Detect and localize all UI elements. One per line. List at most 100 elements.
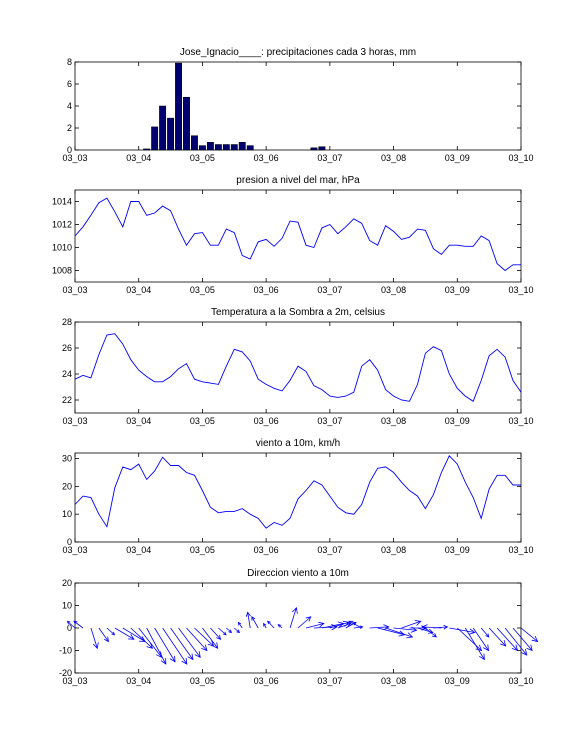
wind-arrow (504, 627, 528, 656)
bar (151, 126, 159, 151)
x-tick-label: 03_10 (508, 285, 533, 295)
x-tick-label: 03_10 (508, 545, 533, 555)
x-tick-label: 03_06 (254, 676, 279, 686)
wind-arrow (457, 627, 483, 652)
x-tick-label: 03_09 (445, 416, 470, 426)
x-tick-label: 03_08 (381, 676, 406, 686)
bar (238, 142, 246, 151)
wind-arrow (496, 627, 519, 652)
y-tick-label: 26 (62, 343, 72, 353)
x-tick-label: 03_06 (254, 545, 279, 555)
chart-title: Temperatura a la Sombra a 2m, celsius (211, 307, 385, 318)
wind-arrow (130, 627, 154, 649)
bar (214, 144, 222, 151)
axes-box (74, 321, 522, 414)
wind-arrow (488, 627, 507, 647)
bar (175, 62, 182, 151)
x-tick-label: 03_06 (254, 153, 279, 163)
wind-arrow (277, 624, 283, 629)
wind-arrow (421, 624, 442, 631)
chart-title: viento a 10m, km/h (256, 438, 340, 449)
x-tick-label: 03_09 (445, 676, 470, 686)
x-tick-label: 03_05 (190, 416, 215, 426)
y-tick-label: 10 (62, 601, 72, 611)
wind-arrow (263, 622, 267, 629)
chart-title: Direccion viento a 10m (247, 568, 349, 579)
y-tick-label: -20 (59, 668, 72, 678)
x-tick-label: 03_09 (445, 285, 470, 295)
y-tick-label: 24 (62, 369, 72, 379)
x-tick-label: 03_05 (190, 285, 215, 295)
wind-arrow (267, 620, 275, 629)
y-tick-label: 0 (67, 537, 72, 547)
y-tick-label: 30 (62, 454, 72, 464)
y-tick-label: 8 (67, 57, 72, 67)
chart-panel-3: Temperatura a la Sombra a 2m, celsius 22 2… (62, 307, 534, 426)
x-tick-label: 03_07 (317, 416, 342, 426)
x-tick-label: 03_07 (317, 676, 342, 686)
chart-panel-2: presion a nivel del mar, hPa 1008 1010 1012… (52, 175, 534, 295)
wind-arrow (512, 627, 533, 652)
y-tick-label: 0 (67, 623, 72, 633)
x-tick-label: 03_05 (190, 153, 215, 163)
axes-box (74, 452, 522, 543)
y-tick-label: 4 (67, 101, 72, 111)
wind-arrow (162, 627, 188, 665)
y-tick-label: 6 (67, 79, 72, 89)
x-tick-label: 03_03 (62, 416, 87, 426)
x-tick-label: 03_04 (126, 545, 151, 555)
wind-arrow (218, 627, 227, 636)
wind-arrow (146, 627, 167, 665)
x-tick-label: 03_09 (445, 545, 470, 555)
y-tick-label: 2 (67, 123, 72, 133)
x-tick-label: 03_04 (126, 416, 151, 426)
wind-arrow (520, 627, 539, 643)
bar (222, 144, 230, 151)
wind-arrow (98, 627, 109, 643)
x-tick-label: 03_08 (381, 545, 406, 555)
x-tick-label: 03_10 (508, 153, 533, 163)
wind-arrow (348, 620, 362, 629)
bar (167, 117, 175, 151)
wind-arrow (154, 627, 176, 663)
y-tick-label: 22 (62, 395, 72, 405)
wind-arrow (226, 627, 233, 634)
wind-arrow (449, 627, 476, 635)
y-tick-label: 28 (62, 317, 72, 327)
x-tick-label: 03_10 (508, 416, 533, 426)
x-tick-label: 03_10 (508, 676, 533, 686)
x-tick-label: 03_05 (190, 676, 215, 686)
wind-arrow (237, 621, 243, 629)
x-tick-label: 03_06 (254, 285, 279, 295)
wind-arrow (377, 627, 406, 637)
wind-arrow (464, 627, 485, 661)
x-tick-label: 03_04 (126, 676, 151, 686)
bar (246, 145, 254, 151)
chart-panel-1: Jose_Ignacio____: precipitaciones cada 3… (62, 47, 533, 163)
bar (318, 146, 326, 151)
bar (206, 142, 214, 151)
bar (191, 135, 198, 151)
wind-arrow (305, 621, 325, 629)
y-tick-label: 20 (62, 481, 72, 491)
wind-arrow (321, 621, 345, 629)
x-tick-label: 03_09 (445, 153, 470, 163)
x-tick-label: 03_08 (381, 416, 406, 426)
x-tick-label: 03_07 (317, 153, 342, 163)
wind-arrow (289, 606, 298, 629)
bar (143, 148, 151, 151)
wind-arrow (202, 627, 219, 650)
wind-arrow (178, 627, 201, 659)
wind-arrow (90, 627, 99, 650)
chart-title: presion a nivel del mar, hPa (236, 175, 360, 186)
x-tick-label: 03_05 (190, 545, 215, 555)
series-line (74, 197, 521, 272)
x-tick-label: 03_06 (254, 416, 279, 426)
chart-panel-4: viento a 10m, km/h 0 10 20 30 03_03 03_04 03_05… (62, 438, 534, 555)
wind-arrow (66, 620, 76, 629)
x-tick-label: 03_08 (381, 153, 406, 163)
wind-arrow (186, 627, 208, 652)
wind-arrow (251, 616, 259, 629)
wind-arrow (472, 627, 489, 652)
